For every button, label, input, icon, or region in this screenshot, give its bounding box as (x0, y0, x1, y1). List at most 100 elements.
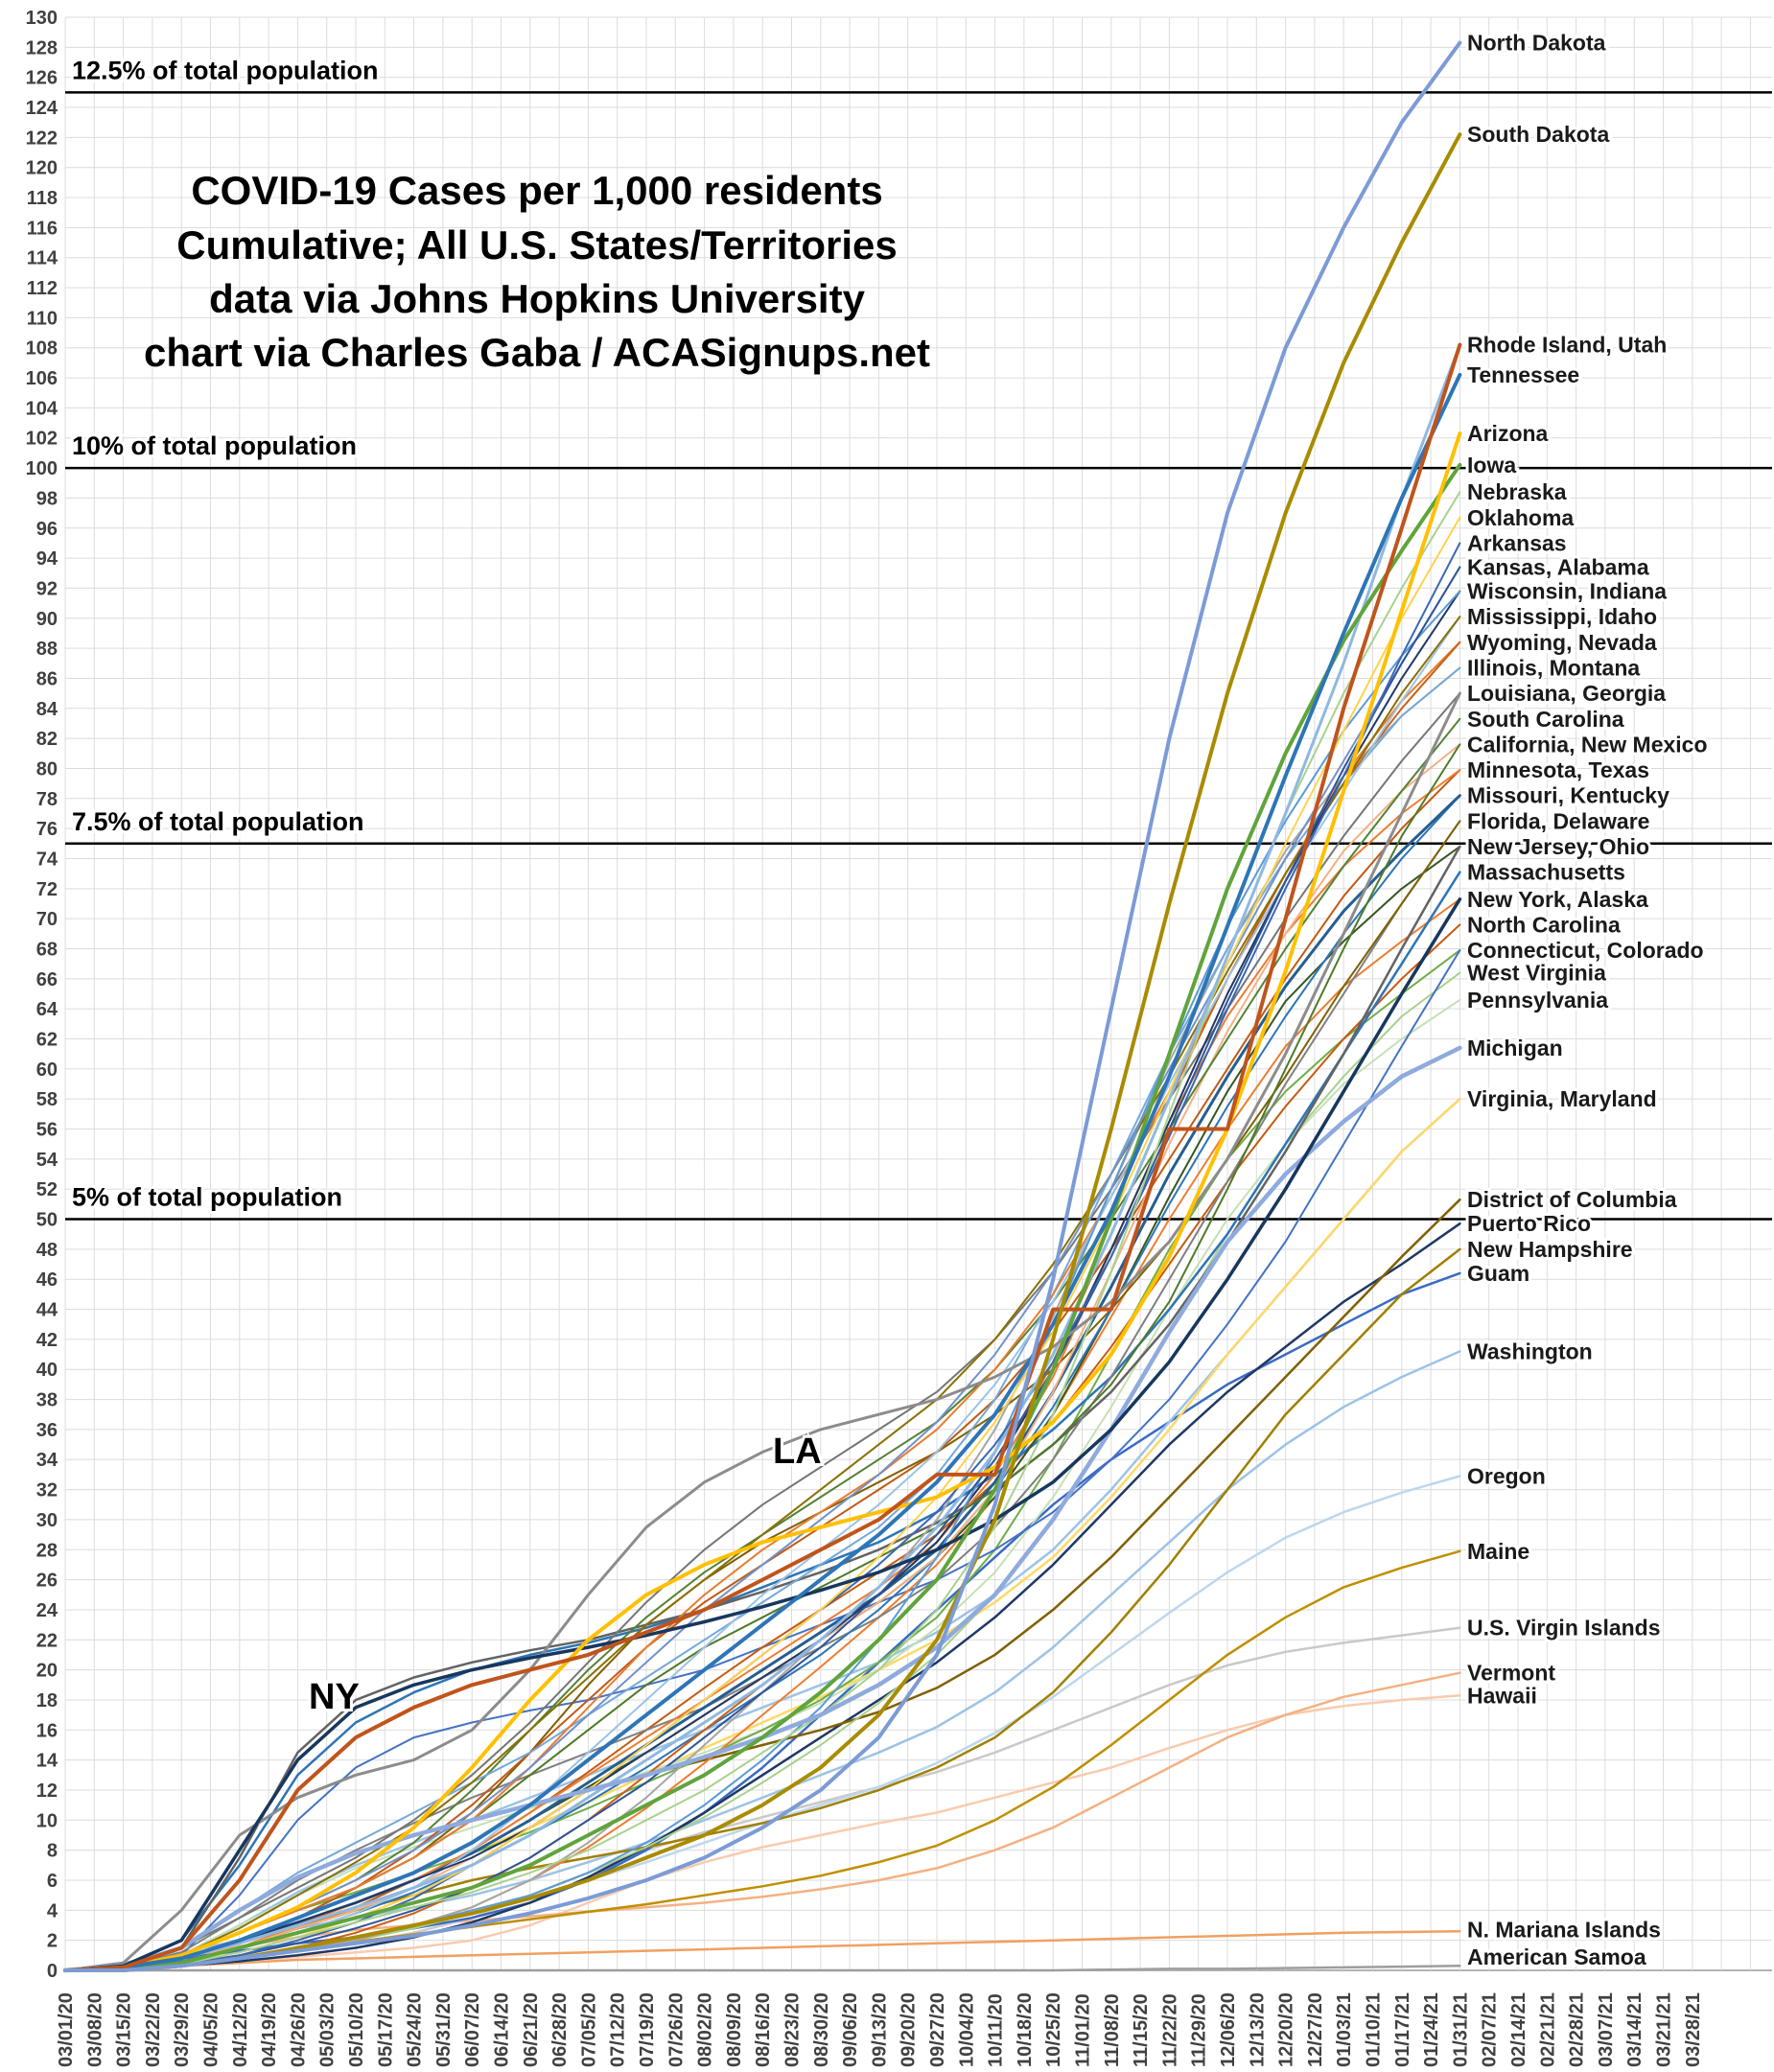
state-end-label: Missouri, Kentucky (1467, 783, 1669, 808)
y-tick-label: 84 (36, 699, 58, 720)
x-tick-label: 04/26/20 (288, 1992, 309, 2067)
y-tick-label: 86 (36, 668, 58, 689)
y-tick-label: 114 (27, 248, 58, 269)
reference-line-label: 5% of total population (72, 1183, 342, 1212)
x-tick-label: 02/28/21 (1567, 1992, 1588, 2067)
state-end-label: Arkansas (1467, 530, 1567, 555)
x-tick-label: 03/15/20 (114, 1992, 135, 2067)
x-tick-label: 03/29/20 (172, 1992, 193, 2067)
y-tick-label: 26 (36, 1571, 58, 1592)
y-tick-label: 8 (47, 1841, 58, 1862)
x-tick-label: 11/29/20 (1189, 1993, 1210, 2067)
state-end-label: Illinois, Montana (1467, 655, 1640, 680)
y-tick-label: 66 (36, 969, 58, 990)
x-tick-label: 07/12/20 (608, 1992, 629, 2067)
y-tick-label: 48 (36, 1240, 58, 1261)
series-lines (62, 40, 1462, 1973)
y-tick-label: 34 (36, 1450, 58, 1471)
series-line (63, 871, 1461, 1972)
state-end-label: Puerto Rico (1467, 1211, 1591, 1236)
state-end-label: Washington (1467, 1339, 1593, 1363)
series-line (63, 897, 1462, 1972)
state-end-label: California, New Mexico (1467, 732, 1708, 757)
series-line (63, 342, 1462, 1972)
chart-title: COVID-19 Cases per 1,000 residents Cumul… (144, 168, 930, 375)
state-end-label: Arizona (1467, 421, 1549, 446)
x-tick-label: 08/02/20 (695, 1992, 716, 2067)
state-end-labels: North Dakota South Dakota Rhode Island, Ut… (1464, 28, 1711, 1972)
x-tick-label: 09/27/20 (927, 1992, 948, 2067)
x-tick-label: 08/23/20 (782, 1992, 804, 2067)
state-end-label: Connecticut, Colorado (1467, 938, 1704, 963)
x-tick-label: 08/09/20 (724, 1992, 745, 2067)
x-tick-label: 01/10/21 (1364, 1992, 1385, 2067)
x-tick-label: 11/22/20 (1159, 1993, 1180, 2067)
state-end-label: Minnesota, Texas (1467, 757, 1649, 782)
y-tick-label: 94 (36, 548, 58, 570)
series-line (64, 616, 1461, 1971)
series-line (63, 343, 1461, 1972)
x-axis-tick-labels: 03/01/20 03/08/20 03/15/20 03/22/20 03/29/20… (56, 1992, 1704, 2067)
y-axis-tick-labels: 0246810121416182022242628303234363840424… (26, 8, 58, 1982)
y-tick-label: 12 (36, 1781, 58, 1802)
title-line-2: Cumulative; All U.S. States/Territories (176, 222, 898, 268)
state-end-label: Florida, Delaware (1467, 808, 1649, 833)
y-tick-label: 0 (47, 1961, 58, 1982)
state-end-label: Wisconsin, Indiana (1467, 579, 1667, 604)
x-tick-label: 10/11/20 (986, 1993, 1007, 2067)
state-end-label: Oklahoma (1467, 505, 1574, 530)
x-tick-label: 09/20/20 (899, 1992, 920, 2067)
y-tick-label: 10 (36, 1810, 58, 1831)
y-tick-label: 68 (36, 939, 58, 960)
x-tick-label: 03/28/21 (1683, 1992, 1704, 2067)
x-tick-label: 12/20/20 (1276, 1992, 1297, 2067)
series-line (63, 1930, 1461, 1972)
y-tick-label: 98 (36, 488, 58, 509)
y-tick-label: 102 (26, 429, 58, 450)
y-tick-label: 126 (26, 68, 58, 89)
y-tick-label: 116 (27, 218, 58, 239)
x-tick-label: 03/01/20 (56, 1992, 77, 2067)
state-end-label: Michigan (1467, 1036, 1563, 1060)
y-tick-label: 18 (36, 1690, 58, 1711)
state-end-label: South Carolina (1467, 707, 1624, 732)
x-tick-label: 08/16/20 (753, 1992, 774, 2067)
y-tick-label: 62 (36, 1030, 58, 1051)
y-tick-label: 120 (26, 158, 58, 179)
x-tick-label: 03/07/21 (1596, 1992, 1617, 2067)
x-tick-label: 12/06/20 (1218, 1992, 1239, 2067)
title-line-3: data via Johns Hopkins University (209, 276, 866, 321)
gridlines (64, 16, 1772, 1971)
y-tick-label: 76 (36, 819, 58, 840)
y-tick-label: 82 (36, 729, 58, 750)
y-tick-label: 44 (36, 1300, 58, 1321)
x-tick-label: 11/15/20 (1131, 1993, 1152, 2067)
x-tick-label: 06/14/20 (492, 1992, 513, 2067)
title-line-1: COVID-19 Cases per 1,000 residents (191, 168, 882, 213)
series-line (64, 566, 1461, 1971)
x-tick-label: 05/10/20 (346, 1992, 367, 2067)
state-end-label: N. Mariana Islands (1467, 1918, 1661, 1943)
state-end-label: Vermont (1467, 1661, 1555, 1686)
x-tick-label: 03/22/20 (143, 1992, 164, 2067)
state-end-label: Oregon (1467, 1463, 1546, 1488)
x-tick-label: 06/21/20 (521, 1992, 542, 2067)
y-tick-label: 50 (36, 1210, 58, 1231)
y-tick-label: 28 (36, 1540, 58, 1561)
y-tick-label: 14 (36, 1751, 58, 1772)
y-tick-label: 16 (36, 1720, 58, 1741)
state-end-label: Hawaii (1467, 1683, 1537, 1708)
y-tick-label: 24 (36, 1600, 58, 1621)
series-line (63, 1965, 1461, 1972)
y-tick-label: 70 (36, 909, 58, 930)
state-end-label: Massachusetts (1467, 860, 1625, 885)
y-tick-label: 104 (26, 398, 58, 419)
state-end-label: North Dakota (1467, 31, 1606, 56)
series-line (63, 462, 1462, 1972)
y-tick-label: 78 (36, 789, 58, 810)
y-tick-label: 30 (36, 1510, 58, 1531)
state-end-label: West Virginia (1467, 961, 1606, 986)
x-tick-label: 07/05/20 (578, 1992, 599, 2067)
x-tick-label: 05/24/20 (405, 1992, 426, 2067)
x-tick-label: 09/13/20 (869, 1992, 890, 2067)
